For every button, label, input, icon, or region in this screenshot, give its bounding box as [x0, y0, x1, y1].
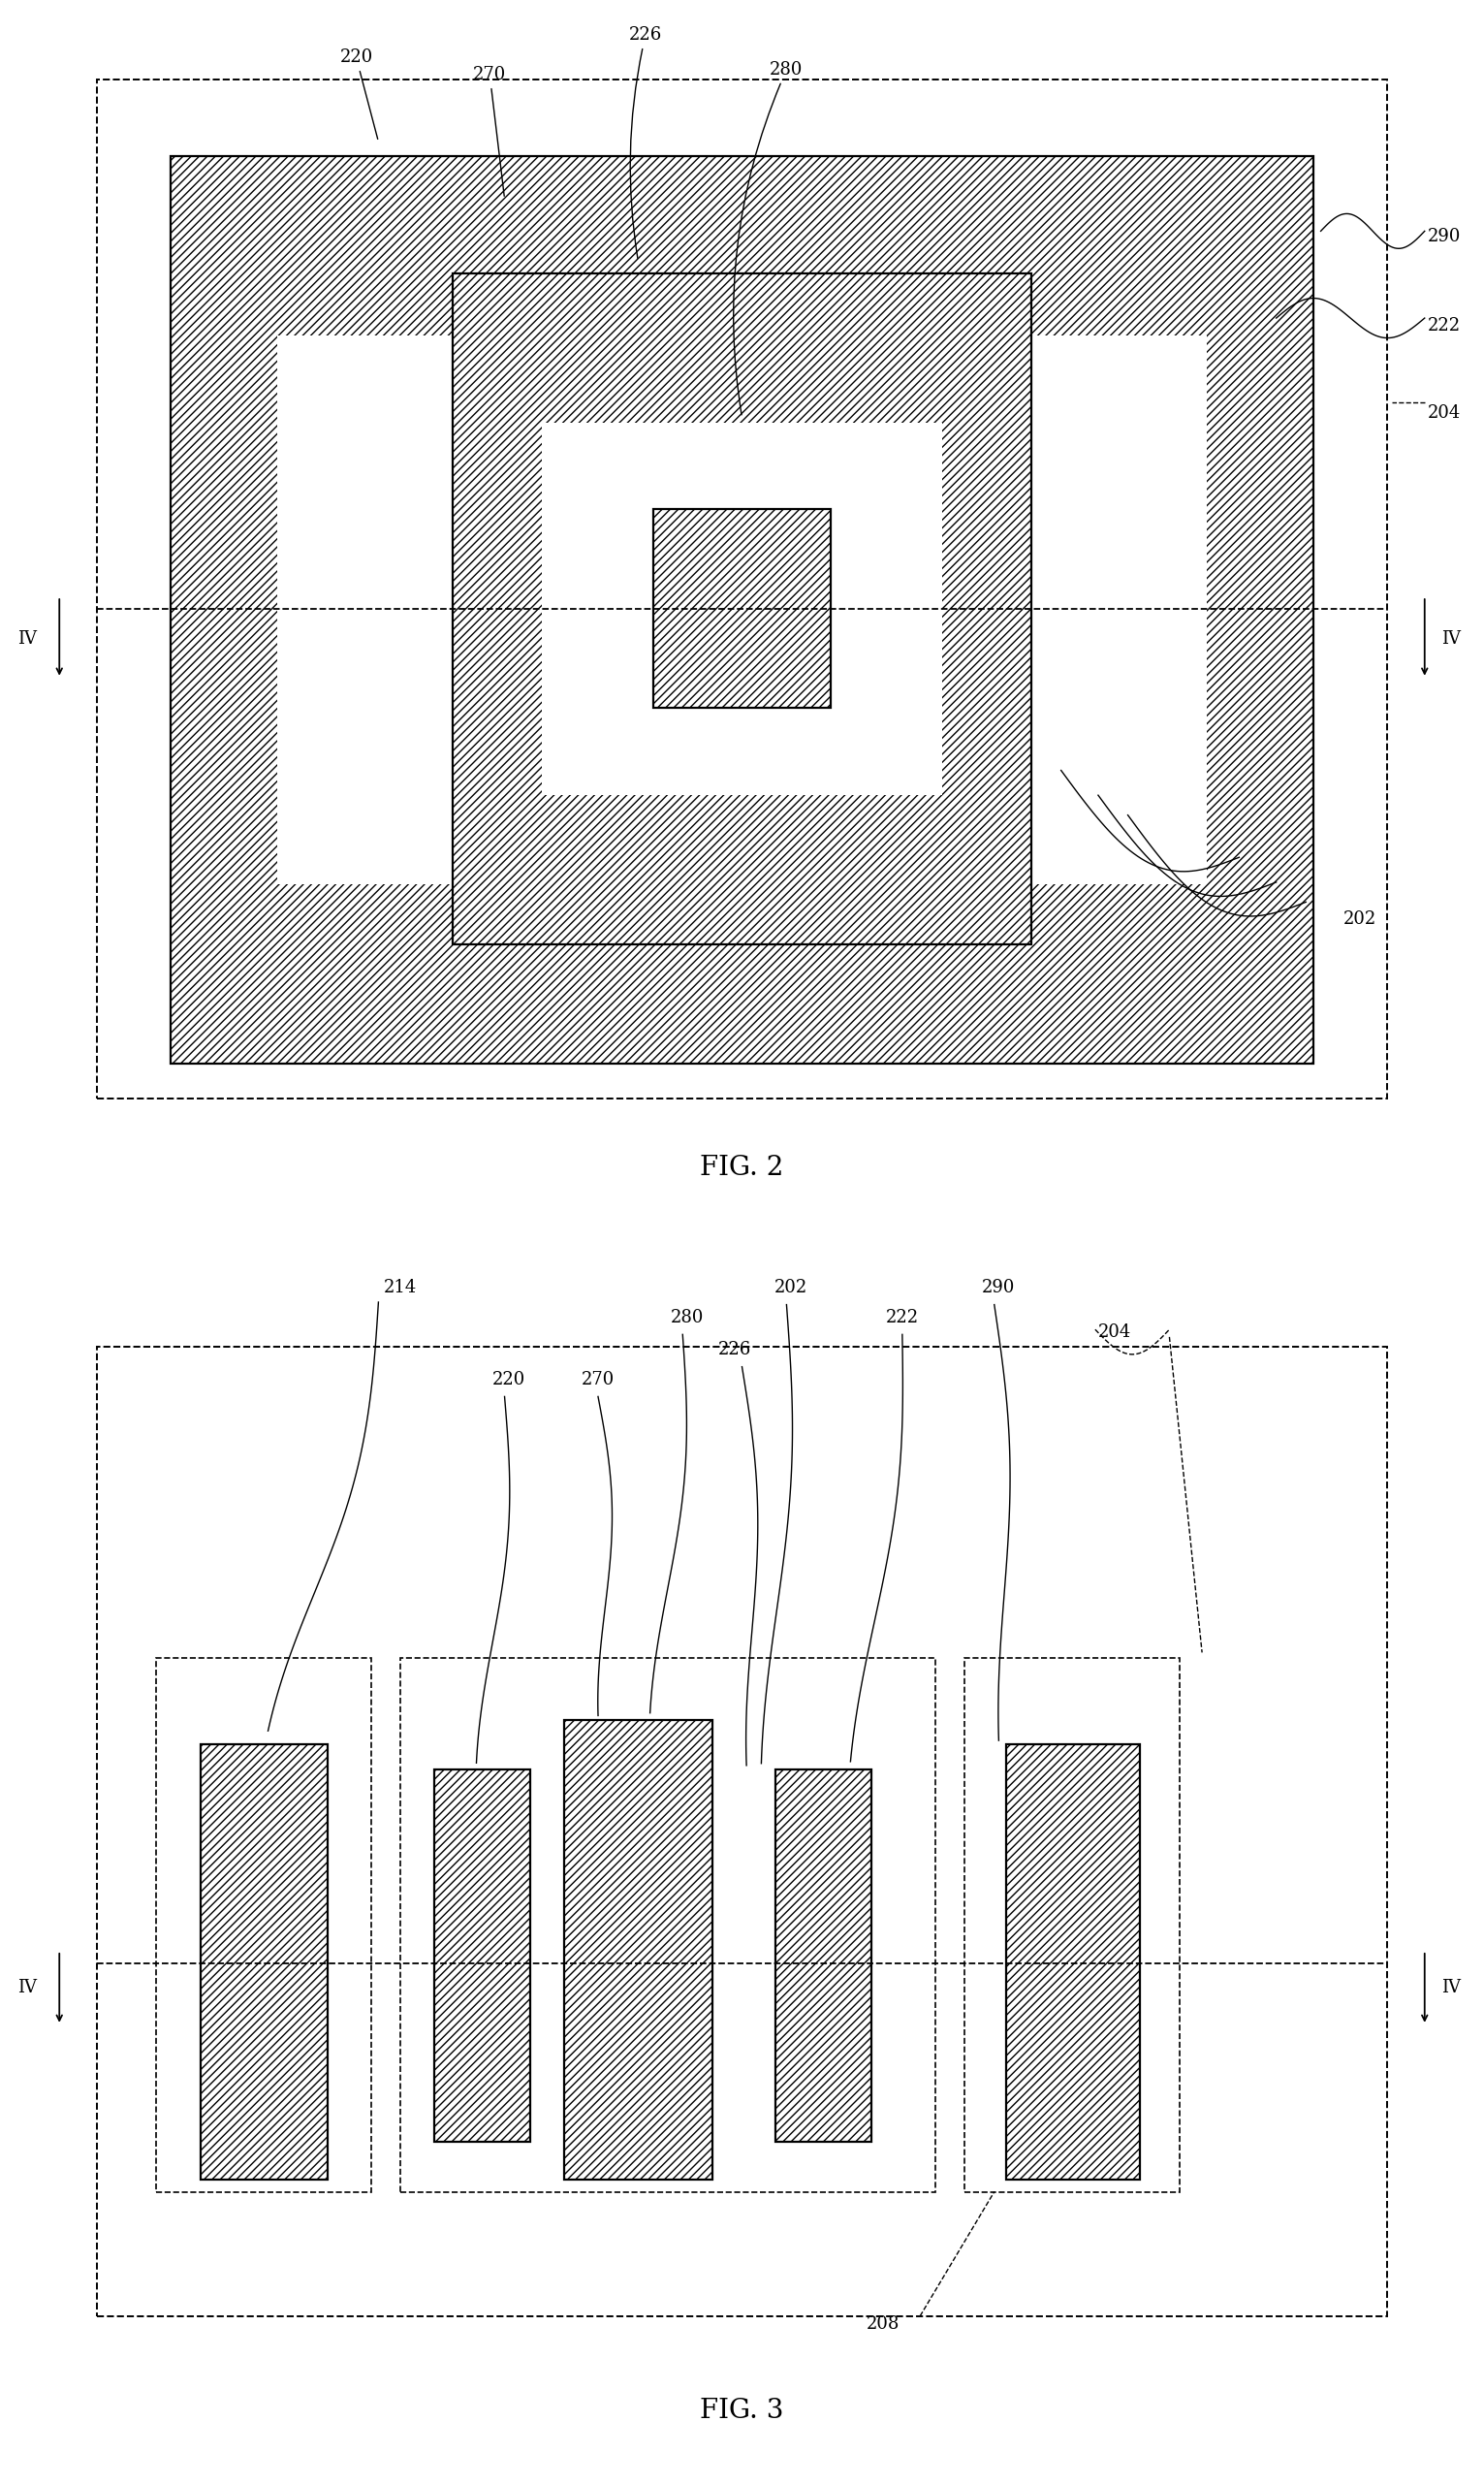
Bar	[156, 1657, 371, 2192]
Bar	[965, 1657, 1180, 2192]
Bar	[278, 335, 1206, 885]
Text: 290: 290	[1428, 229, 1460, 246]
Text: 280: 280	[671, 1310, 703, 1327]
Text: 270: 270	[473, 67, 506, 196]
Text: 290: 290	[982, 1280, 1015, 1297]
Bar	[1006, 1744, 1140, 2179]
Text: 226: 226	[718, 1342, 751, 1359]
Text: IV: IV	[1441, 629, 1462, 649]
Bar	[96, 80, 1388, 1098]
Bar	[564, 1720, 712, 2179]
Text: 214: 214	[384, 1280, 417, 1297]
Text: FIG. 2: FIG. 2	[700, 1156, 784, 1180]
Text: FIG. 3: FIG. 3	[700, 2398, 784, 2423]
Text: 222: 222	[1428, 318, 1460, 335]
Bar	[401, 1657, 935, 2192]
Text: 202: 202	[775, 1280, 807, 1297]
Text: 226: 226	[629, 27, 662, 258]
Bar	[200, 1744, 326, 2179]
Bar	[171, 157, 1313, 1064]
Text: 204: 204	[1428, 405, 1460, 422]
Bar	[96, 1347, 1388, 2316]
Text: 270: 270	[582, 1372, 614, 1389]
Text: 220: 220	[493, 1372, 525, 1389]
Text: 204: 204	[1098, 1325, 1131, 1342]
Bar	[542, 422, 942, 795]
Text: 208: 208	[867, 2316, 899, 2333]
Text: IV: IV	[1441, 1978, 1462, 1998]
Bar	[775, 1769, 873, 2142]
Text: 220: 220	[340, 50, 378, 139]
Bar	[653, 509, 831, 708]
Text: 280: 280	[733, 62, 803, 415]
Text: IV: IV	[16, 629, 37, 649]
Bar	[453, 273, 1031, 944]
Text: 222: 222	[886, 1310, 919, 1327]
Text: 202: 202	[1343, 912, 1376, 929]
Text: IV: IV	[16, 1978, 37, 1998]
Bar	[433, 1769, 530, 2142]
